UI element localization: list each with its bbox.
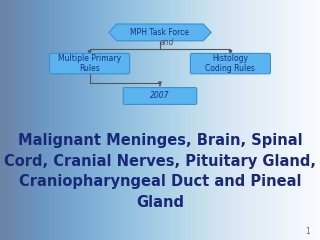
Text: and: and bbox=[159, 38, 173, 47]
Text: MPH Task Force: MPH Task Force bbox=[131, 28, 189, 37]
Text: Multiple Primary
Rules: Multiple Primary Rules bbox=[58, 54, 121, 73]
Text: 2007: 2007 bbox=[150, 91, 170, 101]
FancyBboxPatch shape bbox=[50, 54, 130, 74]
Text: Malignant Meninges, Brain, Spinal
Cord, Cranial Nerves, Pituitary Gland,
Craniop: Malignant Meninges, Brain, Spinal Cord, … bbox=[4, 133, 316, 210]
FancyBboxPatch shape bbox=[123, 88, 197, 104]
FancyBboxPatch shape bbox=[190, 54, 270, 74]
Text: Histology
Coding Rules: Histology Coding Rules bbox=[205, 54, 255, 73]
Polygon shape bbox=[109, 24, 211, 41]
Text: 1: 1 bbox=[306, 228, 310, 236]
